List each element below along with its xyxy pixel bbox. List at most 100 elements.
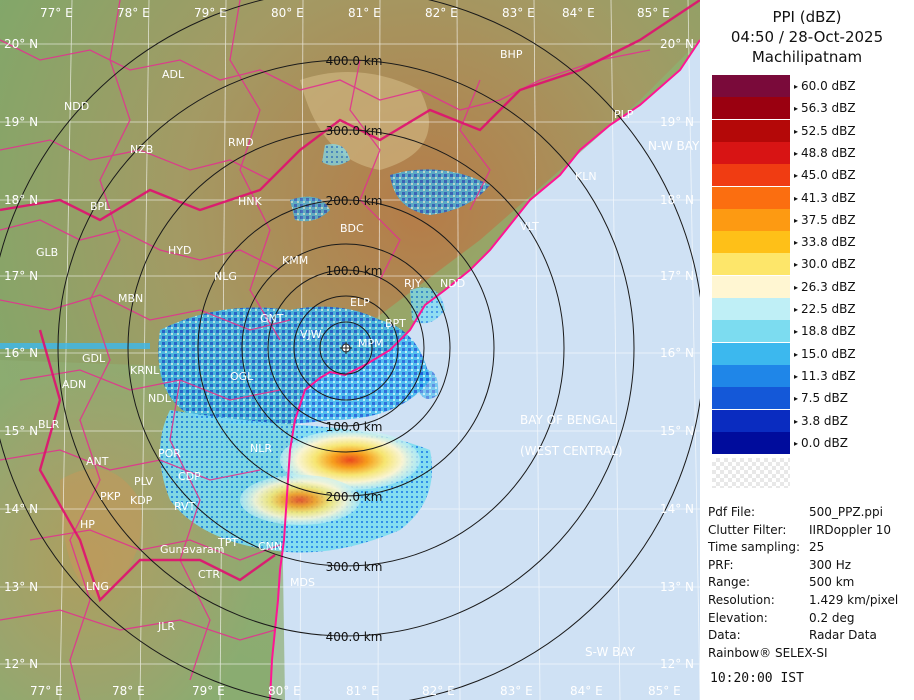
- city-label: CNN: [258, 540, 282, 553]
- city-label: POR: [158, 447, 181, 460]
- lat-label: 19° N: [660, 115, 694, 129]
- lon-label: 78° E: [112, 684, 145, 698]
- scale-swatch: [712, 387, 790, 410]
- city-label: KRNL: [130, 364, 160, 377]
- lat-label: 16° N: [4, 346, 38, 360]
- metadata-row: Rainbow® SELEX-SI: [708, 646, 908, 662]
- metadata-value: 300 Hz: [809, 557, 852, 572]
- lat-label: 19° N: [4, 115, 38, 129]
- scale-label: 26.3 dBZ: [794, 280, 856, 294]
- city-label: MDS: [290, 576, 315, 589]
- lon-label: 81° E: [348, 6, 381, 20]
- metadata-value: IIRDoppler 10: [809, 522, 891, 537]
- scale-swatch: [712, 342, 790, 365]
- scale-label: 18.8 dBZ: [794, 324, 856, 338]
- city-label: Gunavaram: [160, 543, 224, 556]
- metadata-key: PRF:: [708, 557, 734, 572]
- city-label: BPT: [385, 317, 406, 330]
- city-label: NDL: [148, 392, 172, 405]
- radar-map-canvas: 400.0 km 300.0 km 200.0 km 100.0 km 100.…: [0, 0, 700, 700]
- city-label: HNK: [238, 195, 263, 208]
- sea-label-nw-bay: N-W BAY: [648, 139, 700, 153]
- lat-label: 14° N: [660, 502, 694, 516]
- sea-labels: N-W BAY BAY OF BENGAL (WEST CENTRAL) S-W…: [520, 139, 700, 659]
- scan-datetime: 04:50 / 28-Oct-2025: [730, 28, 884, 46]
- metadata-key: Data:: [708, 628, 741, 643]
- city-label: MPM: [358, 337, 384, 350]
- metadata-key: Range:: [708, 575, 751, 590]
- lon-label: 85° E: [648, 684, 681, 698]
- lon-label: 77° E: [40, 6, 73, 20]
- city-label: RJY: [404, 277, 422, 290]
- longitude-labels-bottom: 77° E 78° E 79° E 80° E 81° E 82° E 83° …: [30, 684, 681, 698]
- city-label: VJW: [300, 328, 322, 341]
- scale-label: 11.3 dBZ: [794, 369, 856, 383]
- metadata-key: Elevation:: [708, 610, 768, 625]
- lon-label: 81° E: [346, 684, 379, 698]
- sea-label-west-central: (WEST CENTRAL): [520, 444, 623, 458]
- scale-swatch: [712, 75, 790, 97]
- lat-label: 16° N: [660, 346, 694, 360]
- city-label: NLG: [214, 270, 237, 283]
- scale-label: 37.5 dBZ: [794, 213, 856, 227]
- city-label: VLT: [520, 220, 539, 233]
- lon-label: 79° E: [192, 684, 225, 698]
- lat-label: 17° N: [4, 269, 38, 283]
- city-label: RVT: [174, 500, 196, 513]
- scale-swatch: [712, 186, 790, 209]
- metadata-value: Radar Data: [809, 628, 877, 643]
- city-label: OGL: [230, 370, 254, 383]
- sea-label-bay-of-bengal: BAY OF BENGAL: [520, 413, 616, 427]
- metadata-row: PRF: 300 Hz: [708, 558, 908, 574]
- city-label: ADN: [62, 378, 86, 391]
- scale-label: 52.5 dBZ: [794, 124, 856, 138]
- city-label: CTR: [198, 568, 220, 581]
- scale-swatch: [712, 275, 790, 298]
- city-label: BLR: [38, 418, 60, 431]
- scale-label: 56.3 dBZ: [794, 101, 856, 115]
- lon-label: 77° E: [30, 684, 63, 698]
- product-title: PPI (dBZ): [772, 8, 842, 26]
- scale-swatch: [712, 119, 790, 142]
- lon-label: 82° E: [425, 6, 458, 20]
- ring-label-400-top: 400.0 km: [326, 54, 383, 68]
- city-label: NZB: [130, 143, 153, 156]
- lat-label: 12° N: [4, 657, 38, 671]
- ring-label-300-bottom: 300.0 km: [326, 560, 383, 574]
- city-label: KMM: [282, 254, 308, 267]
- metadata-value: 25: [809, 540, 825, 555]
- lon-label: 85° E: [637, 6, 670, 20]
- city-label: BPL: [90, 200, 111, 213]
- local-time: 10:20:00 IST: [700, 670, 914, 700]
- metadata-value: 500 km: [809, 575, 855, 590]
- city-label: GLB: [36, 246, 58, 259]
- scale-label: 15.0 dBZ: [794, 347, 856, 361]
- lon-label: 83° E: [500, 684, 533, 698]
- lat-label: 14° N: [4, 502, 38, 516]
- metadata-row: Range: 500 km: [708, 575, 908, 591]
- lat-label: 18° N: [4, 193, 38, 207]
- scale-label: 48.8 dBZ: [794, 146, 856, 160]
- scale-label: 3.8 dBZ: [794, 414, 848, 428]
- city-label: GNT: [260, 312, 284, 325]
- scale-swatch: [712, 320, 790, 343]
- lat-label: 18° N: [660, 193, 694, 207]
- ring-label-200-bottom: 200.0 km: [326, 490, 383, 504]
- city-labels: BHP ADL NDD NZB RMD HNK BPL GLB HYD NLG …: [36, 48, 634, 633]
- lon-label: 84° E: [562, 6, 595, 20]
- city-label: KLN: [575, 170, 597, 183]
- ring-label-200-top: 200.0 km: [326, 194, 383, 208]
- metadata-value: 500_PPZ.ppi: [809, 505, 883, 519]
- scale-swatch: [712, 364, 790, 387]
- city-label: TPT: [217, 536, 238, 549]
- lat-label: 20° N: [4, 37, 38, 51]
- ring-label-100-top: 100.0 km: [326, 264, 383, 278]
- lon-label: 78° E: [117, 6, 150, 20]
- scale-swatch: [712, 298, 790, 320]
- city-label: MBN: [118, 292, 143, 305]
- lat-label: 12° N: [660, 657, 694, 671]
- city-label: BHP: [500, 48, 523, 61]
- lat-label: 20° N: [660, 37, 694, 51]
- ring-label-300-top: 300.0 km: [326, 124, 383, 138]
- city-label: NDD: [440, 277, 465, 290]
